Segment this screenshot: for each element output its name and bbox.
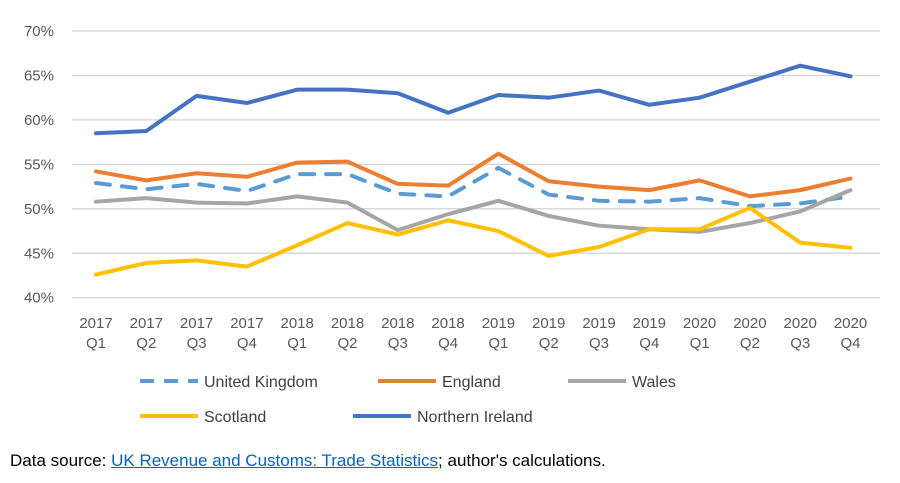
legend-label: England (442, 374, 501, 391)
series-line-england (94, 151, 853, 199)
x-tick-label: 2020 Q2 (733, 315, 766, 352)
y-tick-label: 40% (24, 290, 54, 307)
x-tick-label: 2019 Q1 (482, 315, 515, 352)
series-line-wales (94, 188, 853, 234)
x-tick-label: 2018 Q4 (431, 315, 464, 352)
x-tick-label: 2018 Q3 (381, 315, 414, 352)
legend-label: Northern Ireland (417, 409, 533, 426)
series-line-united-kingdom (94, 165, 853, 209)
source-prefix: Data source: (10, 451, 112, 470)
source-suffix: ; author's calculations. (438, 451, 606, 470)
x-tick-label: 2020 Q1 (683, 315, 716, 352)
line-chart: 40% 45% 50% 55% 60% 65% 70% 2017 Q1 2017 Q2 2017 Q3… (24, 23, 880, 426)
y-tick-label: 70% (24, 23, 54, 40)
x-tick-label: 2019 Q3 (582, 315, 615, 352)
series-line-scotland (94, 205, 853, 277)
legend-label: Wales (632, 374, 676, 391)
x-tick-label: 2020 Q3 (784, 315, 817, 352)
x-tick-label: 2018 Q2 (331, 315, 364, 352)
x-tick-label: 2017 Q3 (180, 315, 213, 352)
y-tick-label: 60% (24, 112, 54, 129)
y-tick-label: 55% (24, 156, 54, 173)
x-tick-label: 2019 Q4 (633, 315, 666, 352)
source-link[interactable]: UK Revenue and Customs: Trade Statistics (111, 451, 439, 470)
x-tick-label: 2017 Q2 (130, 315, 163, 352)
x-tick-label: 2019 Q2 (532, 315, 565, 352)
y-tick-label: 45% (24, 245, 54, 262)
y-tick-label: 50% (24, 201, 54, 218)
x-tick-label: 2018 Q1 (281, 315, 314, 352)
x-tick-label: 2017 Q4 (230, 315, 263, 352)
legend-label: Scotland (204, 409, 266, 426)
x-tick-label: 2017 Q1 (79, 315, 112, 352)
legend-label: United Kingdom (204, 374, 318, 391)
data-source-note: Data source: UK Revenue and Customs: Tra… (10, 451, 606, 471)
y-tick-label: 65% (24, 67, 54, 84)
x-tick-label: 2020 Q4 (834, 315, 867, 352)
series-line-northern-ireland (94, 63, 853, 136)
